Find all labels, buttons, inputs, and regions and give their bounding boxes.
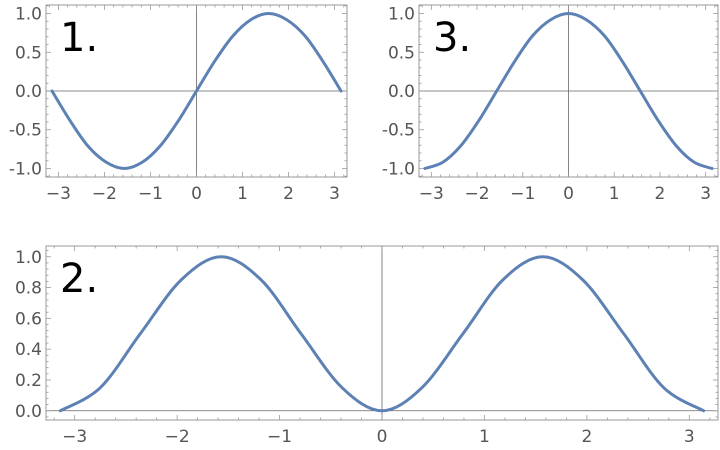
x-tick-label: 2 xyxy=(581,427,592,447)
y-tick-label: -0.5 xyxy=(9,121,42,141)
plot-panel-2: −3 −2 −1 0 1 2 3 -1.0 -0.5 0.0 0.5 1.0 3. xyxy=(382,4,719,204)
y-tick-label: 0.6 xyxy=(15,309,42,329)
x-tick-label: −2 xyxy=(92,184,117,204)
y-tick-label: -0.5 xyxy=(382,121,415,141)
x-tick-label: 3 xyxy=(329,184,340,204)
series-line xyxy=(50,12,343,170)
x-tick-label: −1 xyxy=(510,184,535,204)
x-tick-label: 2 xyxy=(283,184,294,204)
panel-label: 2. xyxy=(60,256,98,302)
x-tick-label: 1 xyxy=(479,427,490,447)
y-tick-label: 0.5 xyxy=(15,43,42,63)
x-tick-label: 3 xyxy=(700,184,711,204)
x-tick-label: 0 xyxy=(563,184,574,204)
y-tick-label: -1.0 xyxy=(9,159,42,179)
x-tick-label: −3 xyxy=(62,427,87,447)
y-tick-label: 0.0 xyxy=(15,82,42,102)
y-tick-label: 1.0 xyxy=(15,5,42,25)
x-tick-label: −3 xyxy=(419,184,444,204)
panel-label: 1. xyxy=(60,15,98,61)
x-tick-label: 0 xyxy=(191,184,202,204)
x-tick-label: −2 xyxy=(165,427,190,447)
plot-panel-3: −3 −2 −1 0 1 2 3 0.0 0.2 0.4 0.6 0.8 1.0 2. xyxy=(15,245,719,447)
y-tick-label: 0.4 xyxy=(15,340,42,360)
x-tick-label: 1 xyxy=(237,184,248,204)
y-tick-label: 1.0 xyxy=(15,248,42,268)
x-tick-label: 0 xyxy=(377,427,388,447)
series-line xyxy=(423,12,714,170)
y-tick-label: -1.0 xyxy=(382,159,415,179)
y-tick-label: 1.0 xyxy=(388,5,415,25)
x-tick-label: 3 xyxy=(684,427,695,447)
panel-label: 3. xyxy=(433,15,471,61)
x-tick-label: 1 xyxy=(609,184,620,204)
x-tick-label: −2 xyxy=(465,184,490,204)
y-tick-label: 0.0 xyxy=(15,402,42,422)
x-tick-label: −1 xyxy=(138,184,163,204)
y-tick-label: 0.5 xyxy=(388,43,415,63)
x-tick-label: −3 xyxy=(46,184,71,204)
x-tick-label: −1 xyxy=(267,427,292,447)
x-tick-label: 2 xyxy=(655,184,666,204)
y-tick-label: 0.8 xyxy=(15,279,42,299)
y-tick-label: 0.0 xyxy=(388,82,415,102)
series-line xyxy=(58,255,706,413)
plot-panel-1: −3 −2 −1 0 1 2 3 -1.0 -0.5 0.0 0.5 1.0 1. xyxy=(9,4,348,204)
y-tick-label: 0.2 xyxy=(15,371,42,391)
